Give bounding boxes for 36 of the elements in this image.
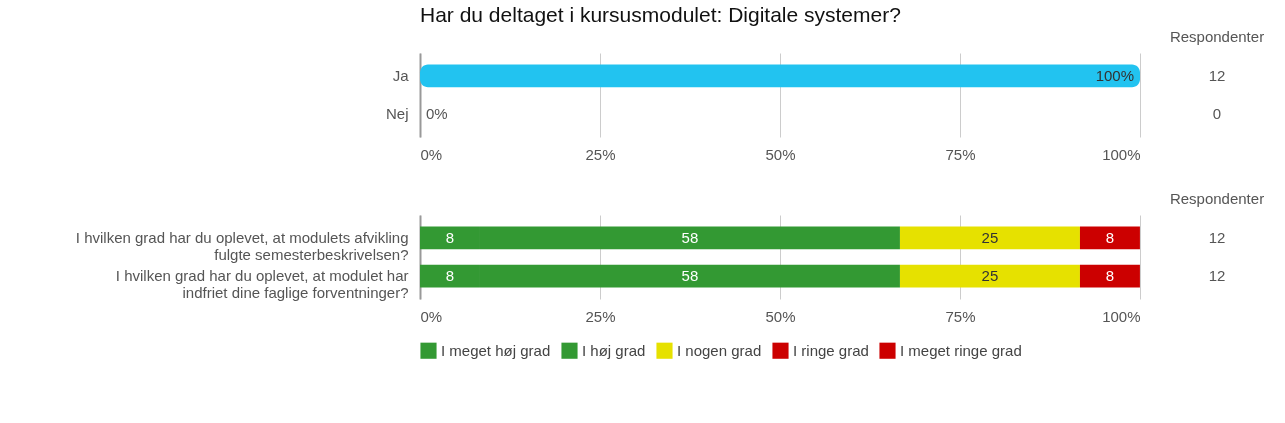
y-tick-label: Nej [385, 105, 409, 123]
x-tick-label: 25% [585, 307, 616, 325]
data-label: 8 [1105, 228, 1115, 246]
y-tick-label: Ja [392, 66, 410, 84]
x-tick-label: 75% [945, 307, 976, 325]
y-tick-label: I hvilken grad har du oplevet, at modulet har indfriet dine faglige forventninger? [115, 267, 409, 302]
data-label: 8 [445, 267, 455, 285]
x-tick-label: 0% [420, 307, 443, 325]
data-label: 8 [445, 228, 455, 246]
x-tick-label: 100% [1102, 145, 1141, 163]
text: 0 [1212, 105, 1222, 123]
x-tick-label: 25% [585, 145, 616, 163]
x-tick-label: 0% [420, 145, 443, 163]
chart-title: Har du deltaget i kursusmodulet: Digitale systemer? [420, 3, 901, 26]
x-tick-label: 50% [765, 145, 796, 163]
text: 12 [1208, 228, 1226, 246]
data-label: 100% [1095, 66, 1134, 84]
x-tick-label: 100% [1102, 307, 1141, 325]
data-label: 25 [981, 228, 999, 246]
data-label: 58 [681, 267, 699, 285]
y-tick-label: I hvilken grad har du oplevet, at modulets afvikling fulgte semesterbeskrivelsen? [75, 228, 409, 263]
x-tick-label: 50% [765, 307, 796, 325]
legend-label: I meget høj grad [441, 341, 551, 359]
x-tick-label: 75% [945, 145, 976, 163]
text: Respondenter [1169, 190, 1265, 207]
legend-label: I høj grad [582, 341, 646, 359]
text: Respondenter [1169, 28, 1265, 45]
legend-label: I meget ringe grad [900, 341, 1022, 359]
data-label: 25 [981, 267, 999, 285]
data-label: 58 [681, 228, 699, 246]
data-label: 8 [1105, 267, 1115, 285]
text: 12 [1208, 66, 1226, 84]
legend-label: I ringe grad [793, 341, 869, 359]
text: 12 [1208, 267, 1226, 285]
data-label: 0% [426, 105, 448, 123]
legend-label: I nogen grad [677, 341, 762, 359]
